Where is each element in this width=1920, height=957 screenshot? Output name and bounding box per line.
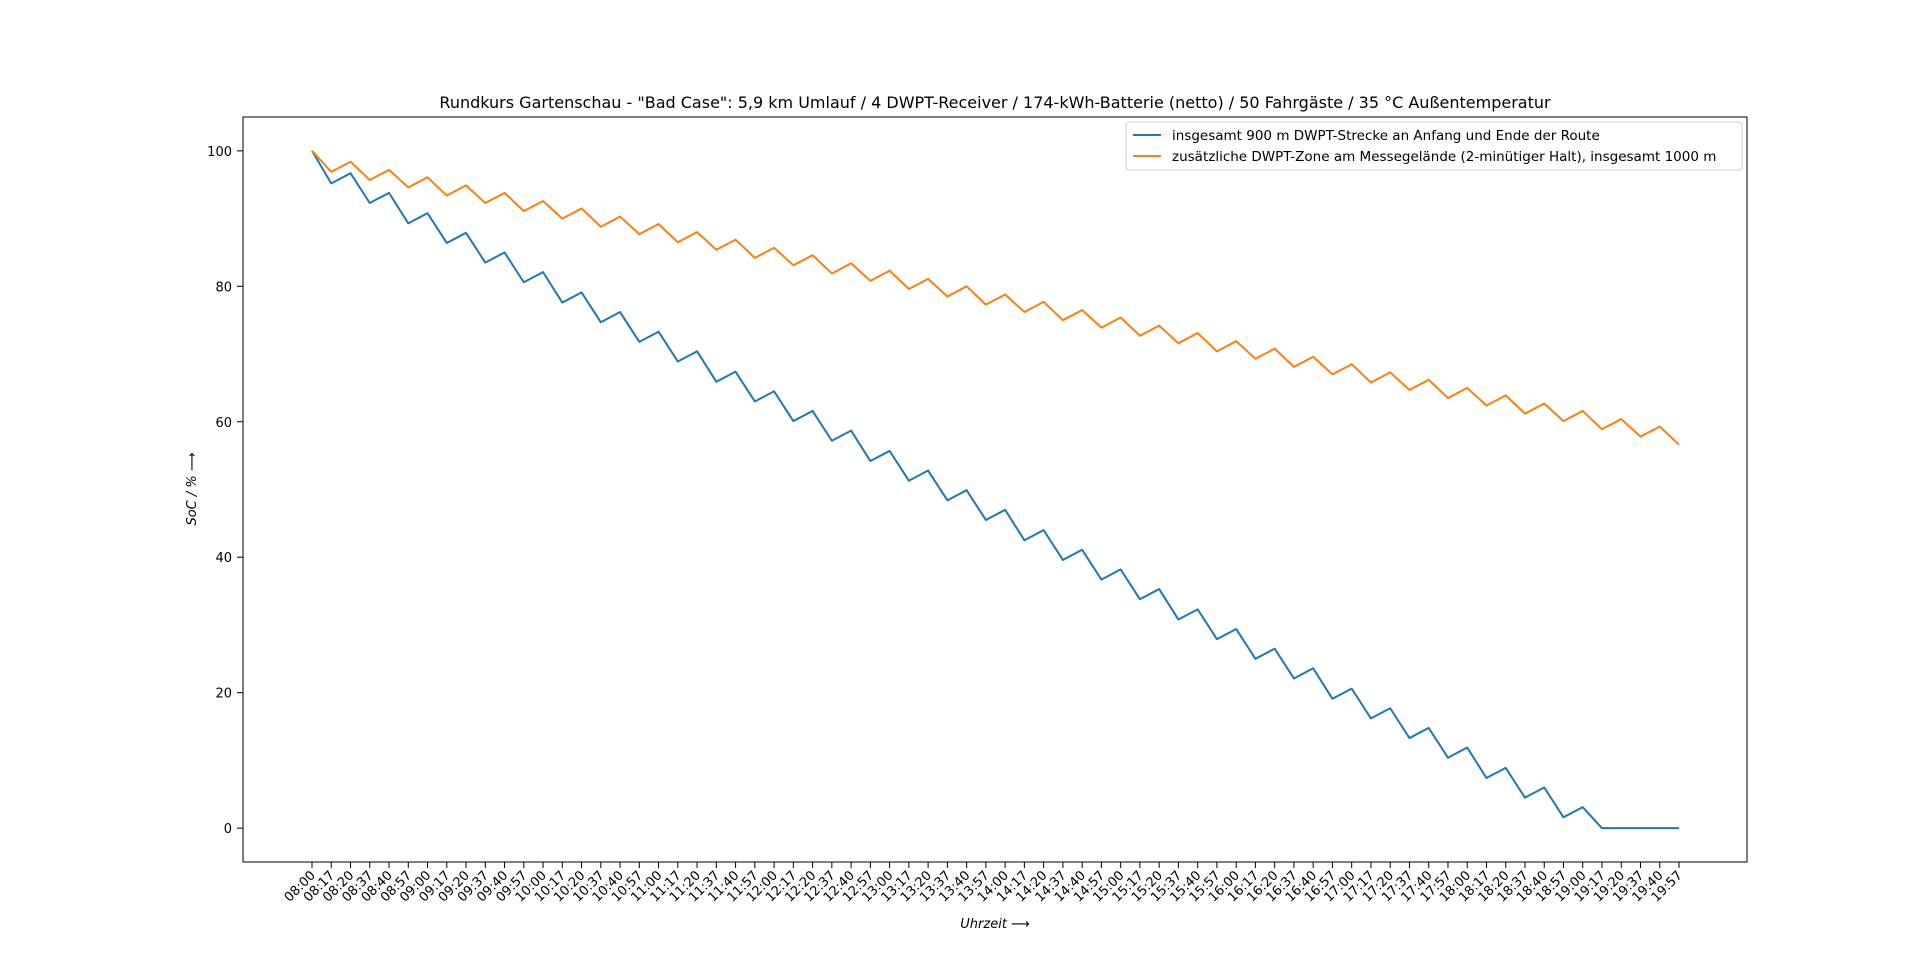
legend-box [1125,121,1743,171]
legend: insgesamt 900 m DWPT-Strecke an Anfang u… [1125,121,1743,171]
legend-label-2: zusätzliche DWPT-Zone am Messegelände (2… [1172,149,1716,165]
series-line-1 [311,150,1679,830]
series-line-2 [311,150,1680,446]
y-tick-label: 80 [215,280,232,295]
plot-area [311,150,1680,830]
plot-frame [242,116,1748,863]
x-axis-label: Uhrzeit ⟶ [960,917,1029,932]
chart-title: Rundkurs Gartenschau - "Bad Case": 5,9 k… [439,93,1551,112]
y-axis: 0 20 40 60 80 100 [207,145,243,837]
y-tick-label: 20 [215,687,232,702]
y-tick-label: 40 [215,551,232,566]
legend-label-1: insgesamt 900 m DWPT-Strecke an Anfang u… [1172,128,1600,144]
y-tick-label: 60 [215,416,232,431]
y-tick-label: 0 [224,822,232,837]
y-axis-label: SoC / % ⟶ [185,452,200,525]
y-tick-label: 100 [207,145,232,160]
